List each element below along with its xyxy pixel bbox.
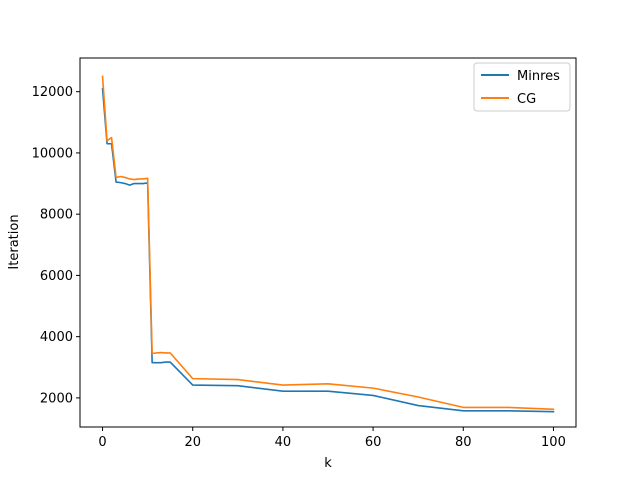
x-tick-label: 20 xyxy=(184,435,201,450)
plot-frame xyxy=(79,57,577,428)
x-axis-ticks: 0 20 40 60 80 100 xyxy=(98,427,566,450)
y-tick-label: 2000 xyxy=(40,391,73,406)
series-line-cg xyxy=(101,75,555,411)
x-tick-label: 80 xyxy=(455,435,472,450)
x-tick-label: 60 xyxy=(365,435,382,450)
y-tick-label: 8000 xyxy=(40,208,73,223)
y-tick-label: 10000 xyxy=(32,146,73,161)
y-tick-label: 6000 xyxy=(40,269,73,284)
x-tick-label: 40 xyxy=(275,435,292,450)
x-tick-label: 100 xyxy=(541,435,566,450)
y-axis-label: Iteration xyxy=(7,214,22,269)
series-layer xyxy=(101,75,555,413)
x-axis-label: k xyxy=(324,456,332,471)
series-line-minres xyxy=(101,87,555,413)
y-tick-label: 12000 xyxy=(32,85,73,100)
y-tick-label: 4000 xyxy=(40,330,73,345)
y-axis-ticks: 2000 4000 6000 8000 10000 12000 xyxy=(32,85,80,406)
legend-label-minres: Minres xyxy=(517,69,560,84)
legend-label-cg: CG xyxy=(517,92,536,107)
legend: Minres CG xyxy=(473,62,571,112)
plot-background xyxy=(80,58,576,427)
x-tick-label: 0 xyxy=(98,435,106,450)
